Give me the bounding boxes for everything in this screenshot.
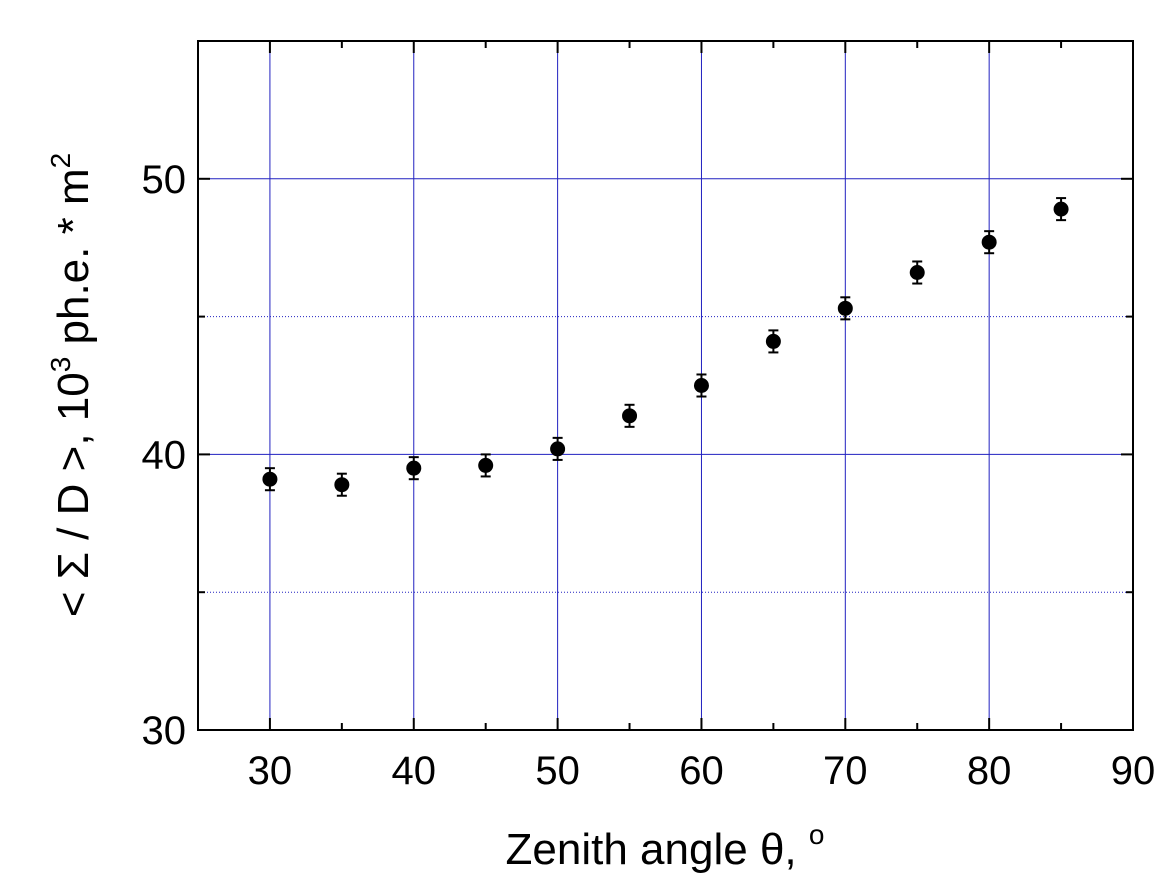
y-axis-title: < Σ / D >, 103 ph.e. * m2 <box>45 153 98 617</box>
data-point <box>262 471 278 487</box>
x-tick-label: 70 <box>823 749 868 793</box>
x-tick-label: 40 <box>392 749 437 793</box>
grid-lines <box>198 41 1133 730</box>
y-tick-label: 50 <box>142 158 187 202</box>
axis-ticks <box>197 41 1134 731</box>
data-point <box>909 265 925 281</box>
data-point <box>334 477 350 493</box>
x-tick-label: 80 <box>967 749 1012 793</box>
x-tick-label: 30 <box>248 749 293 793</box>
x-tick-label: 60 <box>679 749 724 793</box>
x-tick-label: 90 <box>1111 749 1156 793</box>
tick-labels: 30 40 50 60 70 80 90 30 40 50 <box>142 158 1156 793</box>
data-points <box>262 197 1069 497</box>
data-point <box>981 234 997 250</box>
data-point <box>406 460 422 476</box>
data-point <box>837 300 853 316</box>
data-point <box>1053 201 1069 217</box>
y-tick-label: 30 <box>142 709 187 753</box>
data-point <box>622 408 638 424</box>
data-point <box>478 457 494 473</box>
data-point <box>550 441 566 457</box>
data-point <box>693 378 709 393</box>
x-axis-title: Zenith angle θ, o <box>506 819 825 873</box>
y-tick-label: 40 <box>142 433 187 477</box>
plot-frame <box>197 40 1134 731</box>
x-tick-label: 50 <box>535 749 580 793</box>
data-point <box>765 333 781 349</box>
